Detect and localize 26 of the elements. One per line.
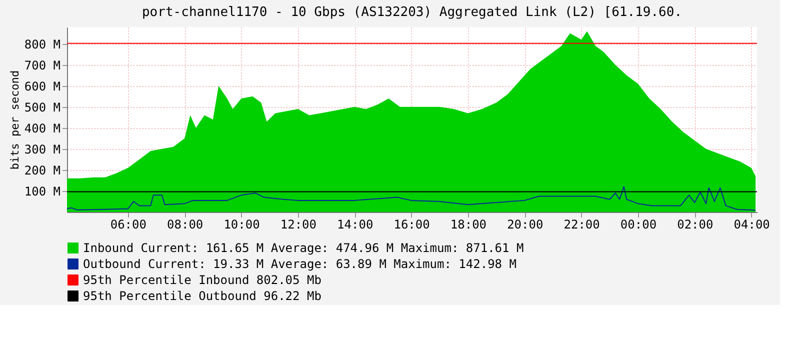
x-tick-label: 22:00 (564, 218, 600, 232)
x-tick-label: 04:00 (734, 218, 770, 232)
text: Outbound Current: 19.33 M Average: 63.89 M Maximum: 142.98 M (83, 257, 516, 271)
text: Inbound Current: 161.65 M Average: 474.96 M Maximum: 871.61 M (83, 241, 524, 255)
y-tick-label: 400 M (24, 121, 60, 136)
x-tick-label: 02:00 (677, 218, 714, 232)
x-tick-label: 10:00 (224, 218, 260, 232)
x-tick-label: 16:00 (394, 218, 430, 232)
legend-label: 95th Percentile Outbound 96.22 Mb (83, 289, 322, 303)
x-tick-label: 18:00 (450, 218, 487, 232)
x-tick-label: 20:00 (507, 218, 544, 232)
y-tick-label: 700 M (24, 58, 60, 72)
y-tick-label: 600 M (24, 79, 60, 94)
y-tick-label: 100 M (24, 184, 60, 198)
x-tick-label: 06:00 (110, 218, 146, 232)
y-tick-label: 800 M (24, 37, 60, 52)
x-tick-label: 12:00 (280, 218, 317, 232)
chart-title: port-channel1170 - 10 Gbps (AS132203) Aggregated Link (L2) [61.19.60. (142, 5, 682, 20)
x-tick-label: 14:00 (337, 218, 374, 232)
y-tick-label: 300 M (24, 142, 60, 156)
x-tick-label: 08:00 (167, 218, 204, 232)
y-tick-label: 200 M (24, 163, 60, 178)
legend-label: 95th Percentile Inbound 802.05 Mb (83, 273, 322, 287)
y-tick-label: 500 M (24, 100, 60, 114)
x-tick-label: 00:00 (620, 218, 657, 232)
y-axis-title: bits per second (8, 70, 22, 170)
